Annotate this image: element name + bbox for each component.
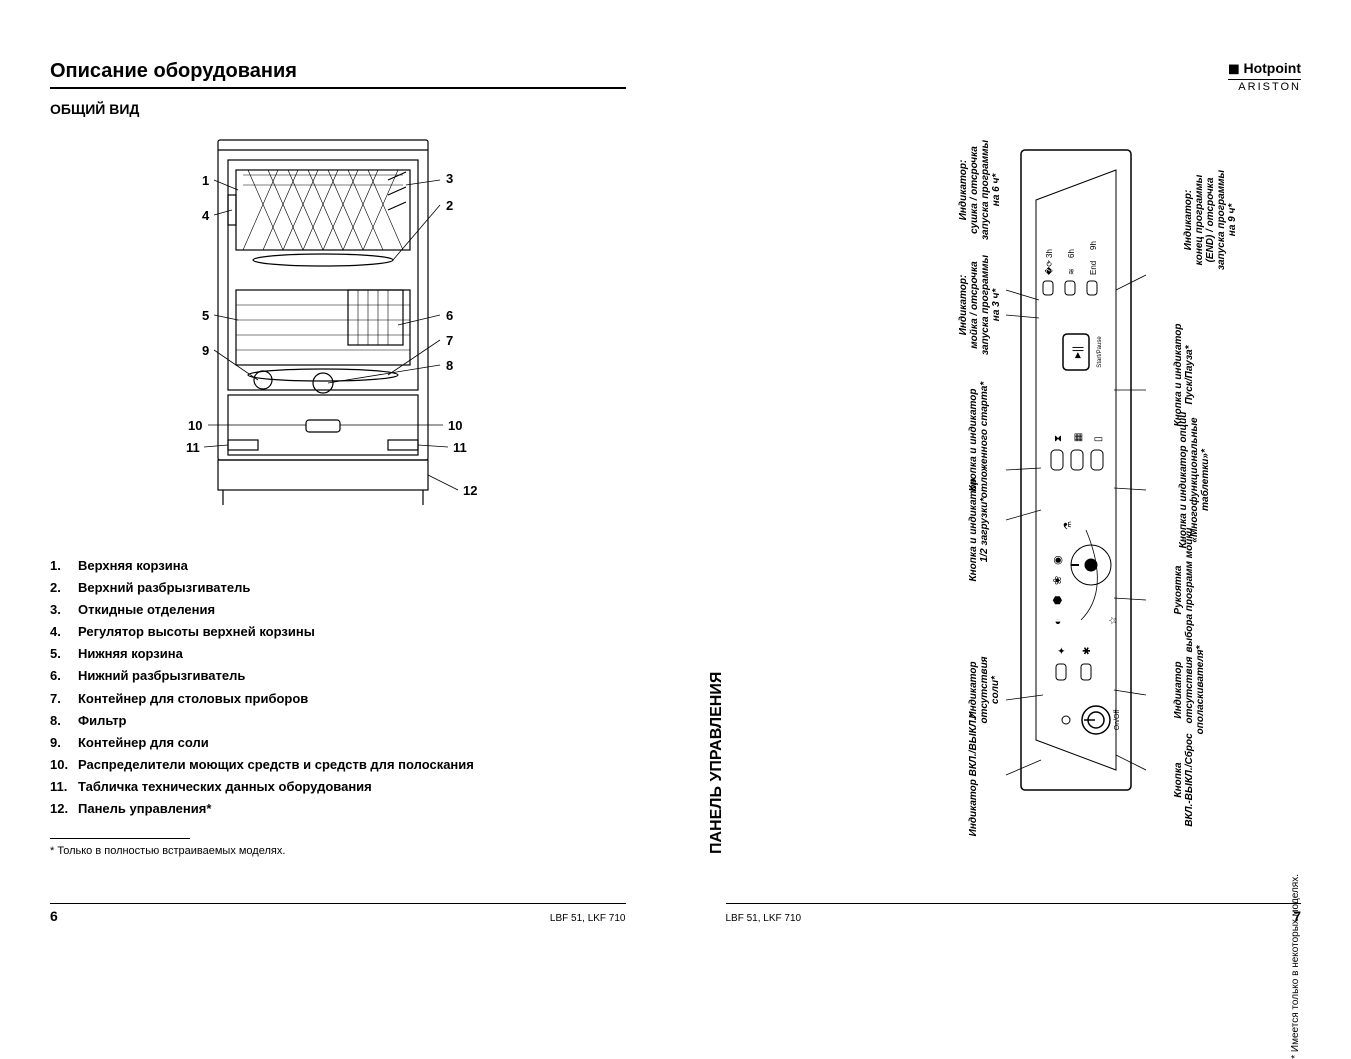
model-code: LBF 51, LKF 710 bbox=[726, 913, 802, 924]
left-footer: 6 LBF 51, LKF 710 bbox=[50, 903, 626, 924]
svg-text:▯: ▯ bbox=[1093, 436, 1104, 442]
svg-text:�⟳: �⟳ bbox=[1044, 260, 1054, 275]
parts-list: 1.Верхняя корзина 2.Верхний разбрызгиват… bbox=[50, 555, 626, 820]
callout-3: 3 bbox=[446, 171, 453, 186]
part-num: 1. bbox=[50, 555, 78, 577]
svg-text:⬢: ⬢ bbox=[1052, 595, 1064, 605]
brand-hotpoint: ◼ Hotpoint bbox=[1228, 60, 1301, 77]
svg-text:⚗: ⚗ bbox=[1063, 521, 1074, 530]
brand-block: ◼ Hotpoint ARISTON bbox=[1228, 60, 1301, 93]
part-text: Верхняя корзина bbox=[78, 555, 188, 577]
svg-text:▸||: ▸|| bbox=[1070, 346, 1084, 358]
svg-text:Start/Pause: Start/Pause bbox=[1097, 336, 1103, 368]
svg-text:Индикатор:мойка / отсрочказапу: Индикатор:мойка / отсрочказапуска програ… bbox=[958, 254, 1002, 355]
callout-8: 8 bbox=[446, 358, 453, 373]
control-panel-svg: On/Off ✦ ✱ ◐ ⬢ ❀ ◉ bbox=[866, 100, 1286, 840]
svg-text:☆: ☆ bbox=[1108, 616, 1119, 625]
callout-10a: 10 bbox=[188, 418, 202, 433]
callout-9: 9 bbox=[202, 343, 209, 358]
svg-text:⧗: ⧗ bbox=[1053, 435, 1064, 442]
svg-text:Кнопка и индикаторПуск/Пауза*: Кнопка и индикаторПуск/Пауза* bbox=[1173, 324, 1195, 427]
svg-text:6h: 6h bbox=[1067, 249, 1076, 258]
svg-text:≋: ≋ bbox=[1067, 268, 1076, 275]
svg-text:Индикатор ВКЛ./ВЫКЛ.*: Индикатор ВКЛ./ВЫКЛ.* bbox=[968, 713, 979, 837]
svg-text:✦: ✦ bbox=[1057, 647, 1068, 655]
brand-ariston: ARISTON bbox=[1228, 79, 1301, 93]
callout-1: 1 bbox=[202, 173, 209, 188]
svg-text:▦: ▦ bbox=[1073, 433, 1084, 442]
page-number: 7 bbox=[1293, 908, 1301, 924]
control-panel-figure: ПАНЕЛЬ УПРАВЛЕНИЯ bbox=[726, 100, 1302, 874]
callout-11a: 11 bbox=[186, 440, 200, 455]
callout-5: 5 bbox=[202, 308, 209, 323]
svg-text:End: End bbox=[1089, 261, 1098, 275]
svg-text:3h: 3h bbox=[1045, 249, 1054, 258]
left-footnote: * Только в полностью встраиваемых моделя… bbox=[50, 845, 626, 857]
dishwasher-diagram: 1 4 3 2 5 9 6 7 8 10 10 11 11 12 bbox=[128, 125, 548, 525]
callout-2: 2 bbox=[446, 198, 453, 213]
callout-7: 7 bbox=[446, 333, 453, 348]
svg-text:Кнопка и индикаторотложенного: Кнопка и индикаторотложенного старта* bbox=[968, 381, 990, 499]
page-title: Описание оборудования bbox=[50, 60, 626, 89]
callout-4: 4 bbox=[202, 208, 210, 223]
callout-11b: 11 bbox=[453, 440, 467, 455]
page-7: ◼ Hotpoint ARISTON ПАНЕЛЬ УПРАВЛЕНИЯ bbox=[676, 0, 1351, 954]
right-footnote: * Имеется только в некоторых моделях. bbox=[1290, 874, 1301, 1059]
svg-text:✱: ✱ bbox=[1082, 647, 1093, 655]
page-6: Описание оборудования ОБЩИЙ ВИД bbox=[0, 0, 676, 954]
control-panel-heading: ПАНЕЛЬ УПРАВЛЕНИЯ bbox=[708, 672, 726, 854]
svg-text:◐: ◐ bbox=[1052, 618, 1064, 625]
svg-text:Индикаторотсутствиясоли*: Индикаторотсутствиясоли* bbox=[968, 656, 1001, 723]
svg-text:◉: ◉ bbox=[1052, 555, 1064, 565]
callout-10b: 10 bbox=[448, 418, 462, 433]
model-code: LBF 51, LKF 710 bbox=[550, 913, 626, 924]
svg-text:Индикаторотсутствияополаскиват: Индикаторотсутствияополаскивателя* bbox=[1173, 645, 1206, 735]
callout-6: 6 bbox=[446, 308, 453, 323]
page-number: 6 bbox=[50, 908, 58, 924]
svg-text:On/Off: On/Off bbox=[1114, 710, 1121, 731]
svg-text:КнопкаВКЛ.-ВЫКЛ./Сброс: КнопкаВКЛ.-ВЫКЛ./Сброс bbox=[1173, 733, 1195, 827]
callout-12: 12 bbox=[463, 483, 477, 498]
right-footer: LBF 51, LKF 710 7 bbox=[726, 903, 1302, 924]
svg-text:9h: 9h bbox=[1089, 241, 1098, 250]
svg-text:Индикатор:сушка / отсрочказапу: Индикатор:сушка / отсрочказапуска програ… bbox=[958, 139, 1002, 240]
svg-text:Индикатор:конец программы(END): Индикатор:конец программы(END) / отсрочк… bbox=[1183, 169, 1238, 270]
svg-text:Кнопка и индикатор опции«Много: Кнопка и индикатор опции«Многофункционал… bbox=[1178, 412, 1211, 549]
svg-text:❀: ❀ bbox=[1052, 576, 1064, 585]
footnote-rule bbox=[50, 838, 190, 839]
general-view-subtitle: ОБЩИЙ ВИД bbox=[50, 101, 626, 117]
